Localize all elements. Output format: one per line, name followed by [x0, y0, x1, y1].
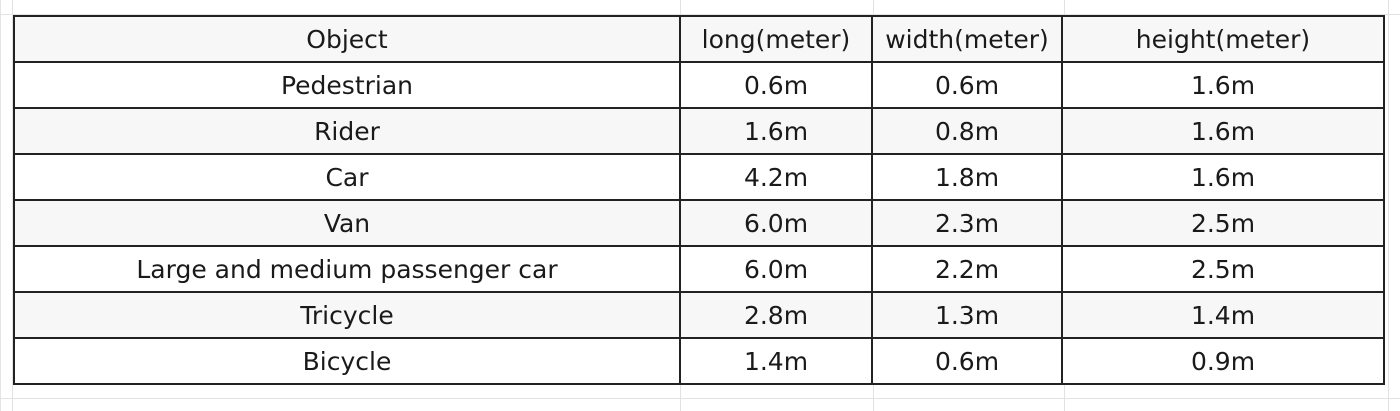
header-cell-long[interactable]: long(meter): [680, 16, 872, 62]
cell-width[interactable]: 0.8m: [872, 108, 1062, 154]
table-row: Tricycle 2.8m 1.3m 1.4m: [14, 292, 1384, 338]
cell-width[interactable]: 1.8m: [872, 154, 1062, 200]
cell-long[interactable]: 1.6m: [680, 108, 872, 154]
cell-long[interactable]: 6.0m: [680, 246, 872, 292]
cell-height[interactable]: 1.4m: [1062, 292, 1384, 338]
header-cell-height[interactable]: height(meter): [1062, 16, 1384, 62]
cell-width[interactable]: 0.6m: [872, 62, 1062, 108]
table-row: Large and medium passenger car 6.0m 2.2m…: [14, 246, 1384, 292]
dimensions-table: Object long(meter) width(meter) height(m…: [13, 15, 1385, 385]
cell-height[interactable]: 1.6m: [1062, 108, 1384, 154]
cell-object[interactable]: Bicycle: [14, 338, 680, 384]
cell-object[interactable]: Pedestrian: [14, 62, 680, 108]
header-cell-object[interactable]: Object: [14, 16, 680, 62]
table-row: Car 4.2m 1.8m 1.6m: [14, 154, 1384, 200]
grid-line: [0, 398, 1400, 399]
table-row: Rider 1.6m 0.8m 1.6m: [14, 108, 1384, 154]
cell-long[interactable]: 6.0m: [680, 200, 872, 246]
cell-object[interactable]: Rider: [14, 108, 680, 154]
header-cell-width[interactable]: width(meter): [872, 16, 1062, 62]
cell-width[interactable]: 1.3m: [872, 292, 1062, 338]
cell-long[interactable]: 0.6m: [680, 62, 872, 108]
cell-object[interactable]: Tricycle: [14, 292, 680, 338]
cell-long[interactable]: 2.8m: [680, 292, 872, 338]
table-header-row: Object long(meter) width(meter) height(m…: [14, 16, 1384, 62]
table-row: Pedestrian 0.6m 0.6m 1.6m: [14, 62, 1384, 108]
cell-object[interactable]: Large and medium passenger car: [14, 246, 680, 292]
grid-line: [1388, 0, 1389, 411]
cell-long[interactable]: 1.4m: [680, 338, 872, 384]
cell-height[interactable]: 0.9m: [1062, 338, 1384, 384]
cell-height[interactable]: 2.5m: [1062, 246, 1384, 292]
cell-long[interactable]: 4.2m: [680, 154, 872, 200]
cell-height[interactable]: 2.5m: [1062, 200, 1384, 246]
cell-height[interactable]: 1.6m: [1062, 154, 1384, 200]
cell-width[interactable]: 2.3m: [872, 200, 1062, 246]
table-row: Van 6.0m 2.3m 2.5m: [14, 200, 1384, 246]
cell-height[interactable]: 1.6m: [1062, 62, 1384, 108]
table-row: Bicycle 1.4m 0.6m 0.9m: [14, 338, 1384, 384]
cell-object[interactable]: Car: [14, 154, 680, 200]
cell-width[interactable]: 0.6m: [872, 338, 1062, 384]
cell-width[interactable]: 2.2m: [872, 246, 1062, 292]
cell-object[interactable]: Van: [14, 200, 680, 246]
